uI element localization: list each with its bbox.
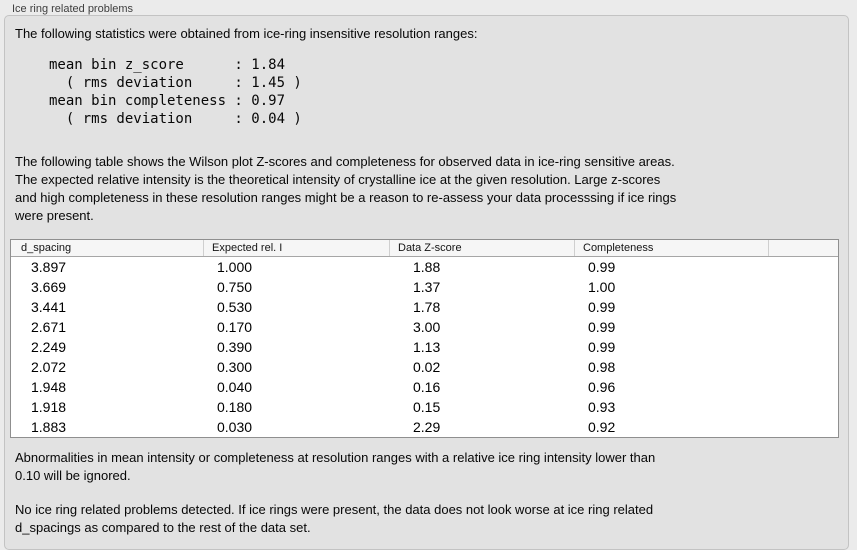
table-cell: 0.96: [588, 379, 616, 395]
table-row[interactable]: 1.948 0.040 0.16 0.96: [11, 377, 838, 397]
table-cell: [768, 377, 838, 397]
column-header[interactable]: Data Z-score: [389, 240, 574, 256]
table-row[interactable]: 1.918 0.180 0.15 0.93: [11, 397, 838, 417]
table-row[interactable]: 3.669 0.750 1.37 1.00: [11, 277, 838, 297]
table-cell: 2.249: [31, 339, 67, 355]
table-cell: [768, 397, 838, 417]
table-body: 3.897 1.000 1.88 0.99 3.669 0.750 1.37 1.00 3.44…: [11, 257, 838, 437]
table-cell: 1.918: [31, 399, 67, 415]
result-note-text: No ice ring related problems detected. I…: [15, 502, 654, 535]
table-cell: 1.000: [217, 259, 253, 275]
table-cell: 0.99: [588, 319, 616, 335]
table-cell: 3.669: [31, 279, 67, 295]
table-row[interactable]: 3.897 1.000 1.88 0.99: [11, 257, 838, 277]
table-cell: 0.93: [588, 399, 616, 415]
panel-title: Ice ring related problems: [12, 3, 134, 15]
table-cell: [768, 277, 838, 297]
table-cell: 1.00: [588, 279, 616, 295]
table-cell: 0.16: [413, 379, 441, 395]
threshold-note-text: Abnormalities in mean intensity or compl…: [15, 450, 656, 483]
stats-block: mean bin z_score : 1.84 ( rms deviation …: [49, 57, 302, 127]
table-cell: 3.441: [31, 299, 67, 315]
table-header-row: d_spacing Expected rel. I Data Z-score Comp…: [11, 240, 838, 257]
table-cell: 0.170: [217, 319, 253, 335]
table-cell: [768, 417, 838, 437]
ice-ring-table[interactable]: d_spacing Expected rel. I Data Z-score Comp…: [10, 239, 839, 438]
table-cell: 2.671: [31, 319, 67, 335]
table-cell: 0.15: [413, 399, 441, 415]
table-cell: 1.948: [31, 379, 67, 395]
table-row[interactable]: 2.671 0.170 3.00 0.99: [11, 317, 838, 337]
column-header[interactable]: d_spacing: [21, 242, 72, 254]
table-cell: 0.99: [588, 299, 616, 315]
table-cell: 0.300: [217, 359, 253, 375]
table-cell: [768, 297, 838, 317]
table-cell: [768, 317, 838, 337]
intro-text: The following statistics were obtained f…: [15, 26, 478, 41]
ice-ring-group-box: The following statistics were obtained f…: [4, 15, 849, 550]
table-cell: 0.99: [588, 339, 616, 355]
table-cell: 1.883: [31, 419, 67, 435]
table-row[interactable]: 2.072 0.300 0.02 0.98: [11, 357, 838, 377]
table-cell: 0.180: [217, 399, 253, 415]
table-cell: 3.897: [31, 259, 67, 275]
column-header[interactable]: [768, 240, 838, 256]
table-cell: [768, 357, 838, 377]
table-cell: [768, 337, 838, 357]
table-cell: 0.92: [588, 419, 616, 435]
table-cell: 3.00: [413, 319, 441, 335]
table-cell: 0.02: [413, 359, 441, 375]
table-cell: 0.98: [588, 359, 616, 375]
table-row[interactable]: 3.441 0.530 1.78 0.99: [11, 297, 838, 317]
table-cell: 1.37: [413, 279, 441, 295]
column-header[interactable]: Expected rel. I: [203, 240, 389, 256]
table-cell: 0.99: [588, 259, 616, 275]
table-cell: 2.072: [31, 359, 67, 375]
table-cell: 1.78: [413, 299, 441, 315]
description-text: The following table shows the Wilson plo…: [15, 154, 677, 223]
table-cell: 0.530: [217, 299, 253, 315]
table-row[interactable]: 1.883 0.030 2.29 0.92: [11, 417, 838, 437]
table-cell: 0.750: [217, 279, 253, 295]
table-cell: 0.390: [217, 339, 253, 355]
column-header[interactable]: Completeness: [574, 240, 768, 256]
table-cell: 2.29: [413, 419, 441, 435]
table-cell: 0.040: [217, 379, 253, 395]
table-cell: [768, 257, 838, 277]
table-cell: 1.13: [413, 339, 441, 355]
table-cell: 0.030: [217, 419, 253, 435]
table-cell: 1.88: [413, 259, 441, 275]
table-row[interactable]: 2.249 0.390 1.13 0.99: [11, 337, 838, 357]
